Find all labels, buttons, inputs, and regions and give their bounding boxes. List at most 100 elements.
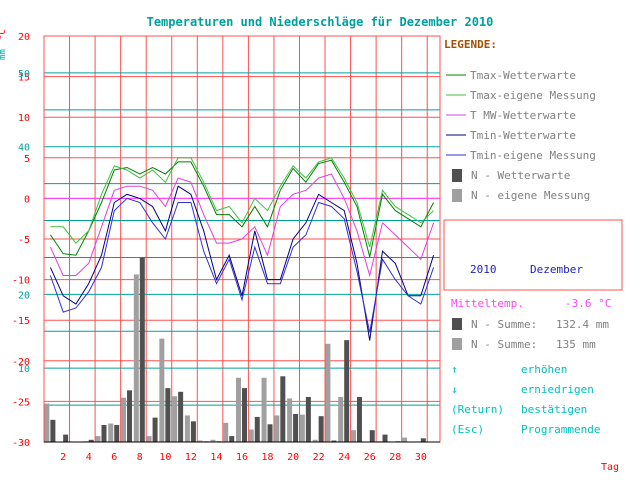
precip-tick-label: 20 [18,290,30,301]
precip-bar [344,340,350,442]
temp-tick-label: -5 [18,235,30,246]
info-year: 2010 [470,263,497,276]
x-tick-label: 12 [185,452,197,463]
precip-bar [146,436,152,442]
legend-label: N - eigene Messung [471,189,590,202]
temp-tick-label: 0 [24,194,30,205]
x-axis-label: Tag [601,462,619,473]
temperature-lines [49,157,435,341]
control-down-action: erniedrigen [521,383,594,396]
precip-bar [121,397,127,442]
precip-bar [133,274,139,442]
x-tick-label: 10 [159,452,171,463]
legend-panel: LEGENDE: Tmax-Wetterwarte Tmax-eigene Mes… [444,38,596,202]
temp-tick-label: 10 [18,113,30,124]
precip-bar [88,439,94,442]
x-tick-label: 30 [415,452,427,463]
series-line [50,157,434,248]
legend-items: Tmax-Wetterwarte Tmax-eigene Messung T MW-… [446,69,596,202]
sum1-value: 132.4 mm [556,318,609,331]
info-month: Dezember [530,263,583,276]
x-tick-label: 16 [236,452,248,463]
precip-bar [139,257,145,442]
precipitation-bars [44,257,426,442]
precip-bar [350,430,356,442]
precip-bar [127,390,133,442]
precip-bar [312,439,318,442]
legend-label: N - Wetterwarte [471,169,570,182]
x-tick-label: 20 [287,452,299,463]
precip-bar [280,376,286,442]
sum2-value: 135 mm [556,338,596,351]
temp-tick-label: -15 [12,316,30,327]
mitteltemp-value: -3.6 °C [565,297,611,310]
control-esc-key: (Esc) [451,423,484,436]
precip-bar [114,425,120,442]
mitteltemp-label: Mitteltemp. [451,297,524,310]
precip-bar [248,429,254,442]
series-line [49,185,435,341]
x-tick-label: 26 [364,452,376,463]
x-tick-label: 28 [389,452,401,463]
chart-title: Temperaturen und Niederschläge für Dezem… [147,15,494,29]
precip-bar [223,422,229,442]
temp-tick-label: 20 [18,32,30,43]
temp-tick-label: -30 [12,438,30,449]
precip-bar [172,396,178,442]
x-tick-label: 8 [137,452,143,463]
temp-tick-label: -10 [12,276,30,287]
x-tick-label: 14 [210,452,222,463]
keyboard-controls: ↑ erhöhen ↓ erniedrigen (Return) bestäti… [451,363,600,436]
sum2-label: N - Summe: [471,338,537,351]
precip-bar [242,388,247,442]
control-return-key: (Return) [451,403,504,416]
precip-bar [95,436,101,442]
info-panel: 2010 Dezember Mitteltemp. -3.6 °C N - Su… [443,219,623,351]
precip-bar [382,434,388,442]
legend-swatch-bar [452,169,462,182]
legend-label: Tmin-eigene Messung [470,149,596,162]
precip-bar [318,416,324,442]
x-tick-label: 24 [338,452,350,463]
temp-unit-label: °C [0,29,8,40]
precip-bar [236,377,241,442]
precip-bar [274,415,280,442]
control-up-key: ↑ [451,363,458,376]
precip-bar [369,430,375,442]
legend-label: Tmin-Wetterwarte [470,129,576,142]
sum1-label: N - Summe: [471,318,537,331]
x-tick-label: 4 [86,452,92,463]
precip-bar [331,440,337,442]
precip-bar [261,377,267,442]
precip-bar [178,391,184,442]
precip-bar [267,424,273,442]
precip-bar [229,436,235,442]
control-return-action: bestätigen [521,403,587,416]
precip-tick-label: 50 [18,69,30,80]
precip-tick-label: 10 [18,364,30,375]
precip-bar [101,425,107,442]
control-up-action: erhöhen [521,363,567,376]
precip-bar [165,388,171,442]
control-down-key: ↓ [451,383,458,396]
precip-bar [190,421,196,442]
legend-title: LEGENDE: [444,38,497,51]
date-box [443,219,623,291]
precip-bar [63,434,69,442]
precip-bar [356,396,362,442]
sum2-swatch [452,338,462,350]
series-line [49,173,435,278]
x-tick-label: 2 [60,452,66,463]
precip-bar [197,440,203,442]
precip-bar [325,343,331,442]
x-tick-label: 6 [111,452,117,463]
precip-bar [210,439,216,442]
legend-label: Tmax-Wetterwarte [470,69,576,82]
precip-bar [44,403,50,442]
precip-bar [338,396,344,442]
precip-bar [184,415,190,442]
sum1-swatch [452,318,462,330]
x-tick-label: 22 [313,452,325,463]
